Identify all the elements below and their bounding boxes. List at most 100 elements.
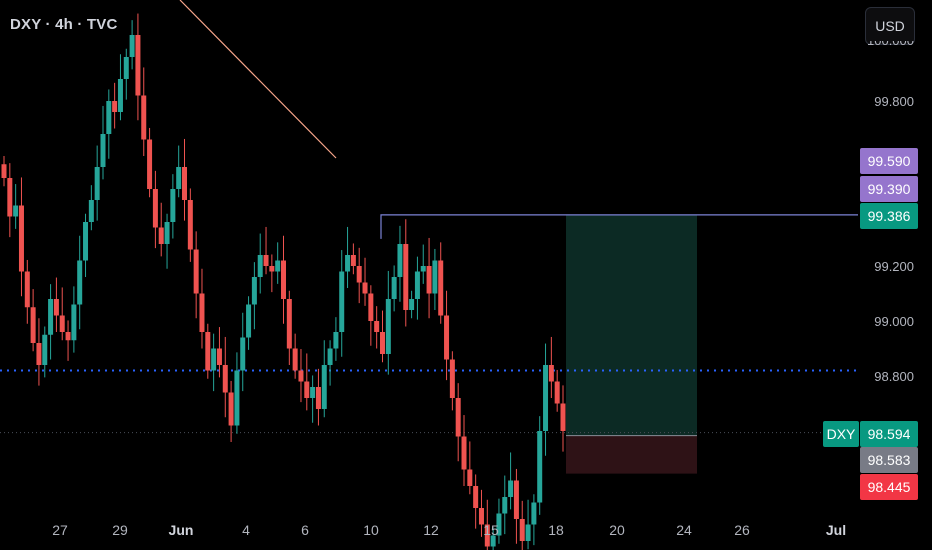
- candle: [478, 489, 484, 537]
- candle: [263, 226, 269, 275]
- candle: [513, 468, 519, 544]
- candle: [257, 233, 263, 294]
- candle: [292, 333, 298, 379]
- candle: [286, 290, 292, 365]
- currency-button[interactable]: USD: [865, 7, 915, 45]
- price-axis-label: 99.800: [874, 94, 914, 109]
- time-axis-label: 20: [609, 522, 625, 538]
- candle: [170, 174, 176, 239]
- time-axis-label: 12: [423, 522, 439, 538]
- candle: [345, 226, 351, 288]
- candle: [543, 343, 549, 456]
- candle: [251, 262, 257, 330]
- candle: [420, 244, 426, 284]
- candle: [403, 219, 409, 327]
- candle: [490, 527, 496, 550]
- candle: [164, 213, 170, 269]
- candle: [240, 312, 246, 392]
- candle: [537, 416, 543, 515]
- candle: [310, 375, 316, 423]
- purple-price-tag: 99.590: [860, 148, 918, 174]
- candle: [24, 259, 30, 324]
- candle: [117, 54, 123, 121]
- candle: [182, 138, 188, 221]
- symbol-tag: DXY: [823, 421, 859, 447]
- trendline[interactable]: [179, 0, 337, 159]
- time-axis-label: Jul: [825, 522, 847, 538]
- candle: [508, 452, 514, 510]
- candle: [560, 385, 566, 452]
- horizontal-ray[interactable]: [380, 214, 858, 239]
- price-axis-label: 99.000: [874, 314, 914, 329]
- candle: [193, 231, 199, 319]
- candle: [152, 170, 158, 249]
- candle: [444, 290, 450, 381]
- candle: [467, 441, 473, 495]
- time-axis-label: 27: [52, 522, 68, 538]
- candle: [135, 13, 141, 121]
- candle: [100, 105, 106, 180]
- candle: [36, 318, 42, 386]
- candle: [554, 369, 560, 412]
- candle: [519, 500, 525, 550]
- candle: [176, 145, 182, 198]
- candle: [321, 340, 327, 418]
- candle: [414, 256, 420, 320]
- candle: [548, 336, 554, 398]
- candle: [147, 127, 153, 198]
- purple-price-tag: 99.390: [860, 176, 918, 202]
- candle: [298, 349, 304, 403]
- candle: [350, 243, 356, 275]
- time-axis-label: 15: [483, 522, 499, 538]
- candle: [525, 499, 531, 550]
- candle: [432, 248, 438, 310]
- time-axis-label: Jun: [168, 522, 194, 538]
- time-axis-label: 4: [242, 522, 250, 538]
- price-axis-label: 98.800: [874, 369, 914, 384]
- price-axis-label-top-partial: 100.000: [844, 41, 914, 49]
- candle: [13, 184, 19, 229]
- candle: [59, 287, 65, 341]
- candle: [65, 320, 71, 361]
- candle: [385, 270, 391, 375]
- candle: [199, 268, 205, 349]
- candle: [315, 368, 321, 426]
- candle: [42, 326, 48, 378]
- loss-zone[interactable]: [566, 435, 697, 474]
- candle: [461, 415, 467, 486]
- candle: [205, 323, 211, 379]
- stop-price-tag: 98.445: [860, 474, 918, 500]
- time-axis-label: 26: [734, 522, 750, 538]
- candle: [187, 188, 193, 262]
- price-axis-label: 99.200: [874, 259, 914, 274]
- symbol-title[interactable]: DXY · 4h · TVC: [10, 16, 118, 33]
- candle: [379, 310, 385, 363]
- candle: [449, 351, 455, 411]
- candle: [391, 265, 397, 312]
- candle: [246, 296, 252, 350]
- candle: [455, 383, 461, 462]
- candle: [7, 163, 13, 238]
- entry-price-tag: 98.583: [860, 447, 918, 473]
- profit-zone[interactable]: [566, 214, 697, 436]
- candle: [502, 475, 508, 535]
- target-price-tag: 99.386: [860, 203, 918, 229]
- candle: [141, 67, 147, 156]
- time-axis-label: 18: [548, 522, 564, 538]
- time-axis-label: 24: [676, 522, 692, 538]
- candle: [211, 333, 217, 392]
- candle: [269, 254, 275, 293]
- candle: [362, 257, 368, 306]
- candle: [129, 20, 135, 70]
- candle: [123, 48, 129, 100]
- candle: [438, 242, 444, 324]
- candle: [83, 213, 89, 277]
- candle: [409, 290, 415, 319]
- candle: [216, 327, 222, 378]
- candle: [496, 498, 502, 544]
- candle: [158, 202, 164, 257]
- candle: [356, 247, 362, 304]
- candle: [374, 306, 380, 349]
